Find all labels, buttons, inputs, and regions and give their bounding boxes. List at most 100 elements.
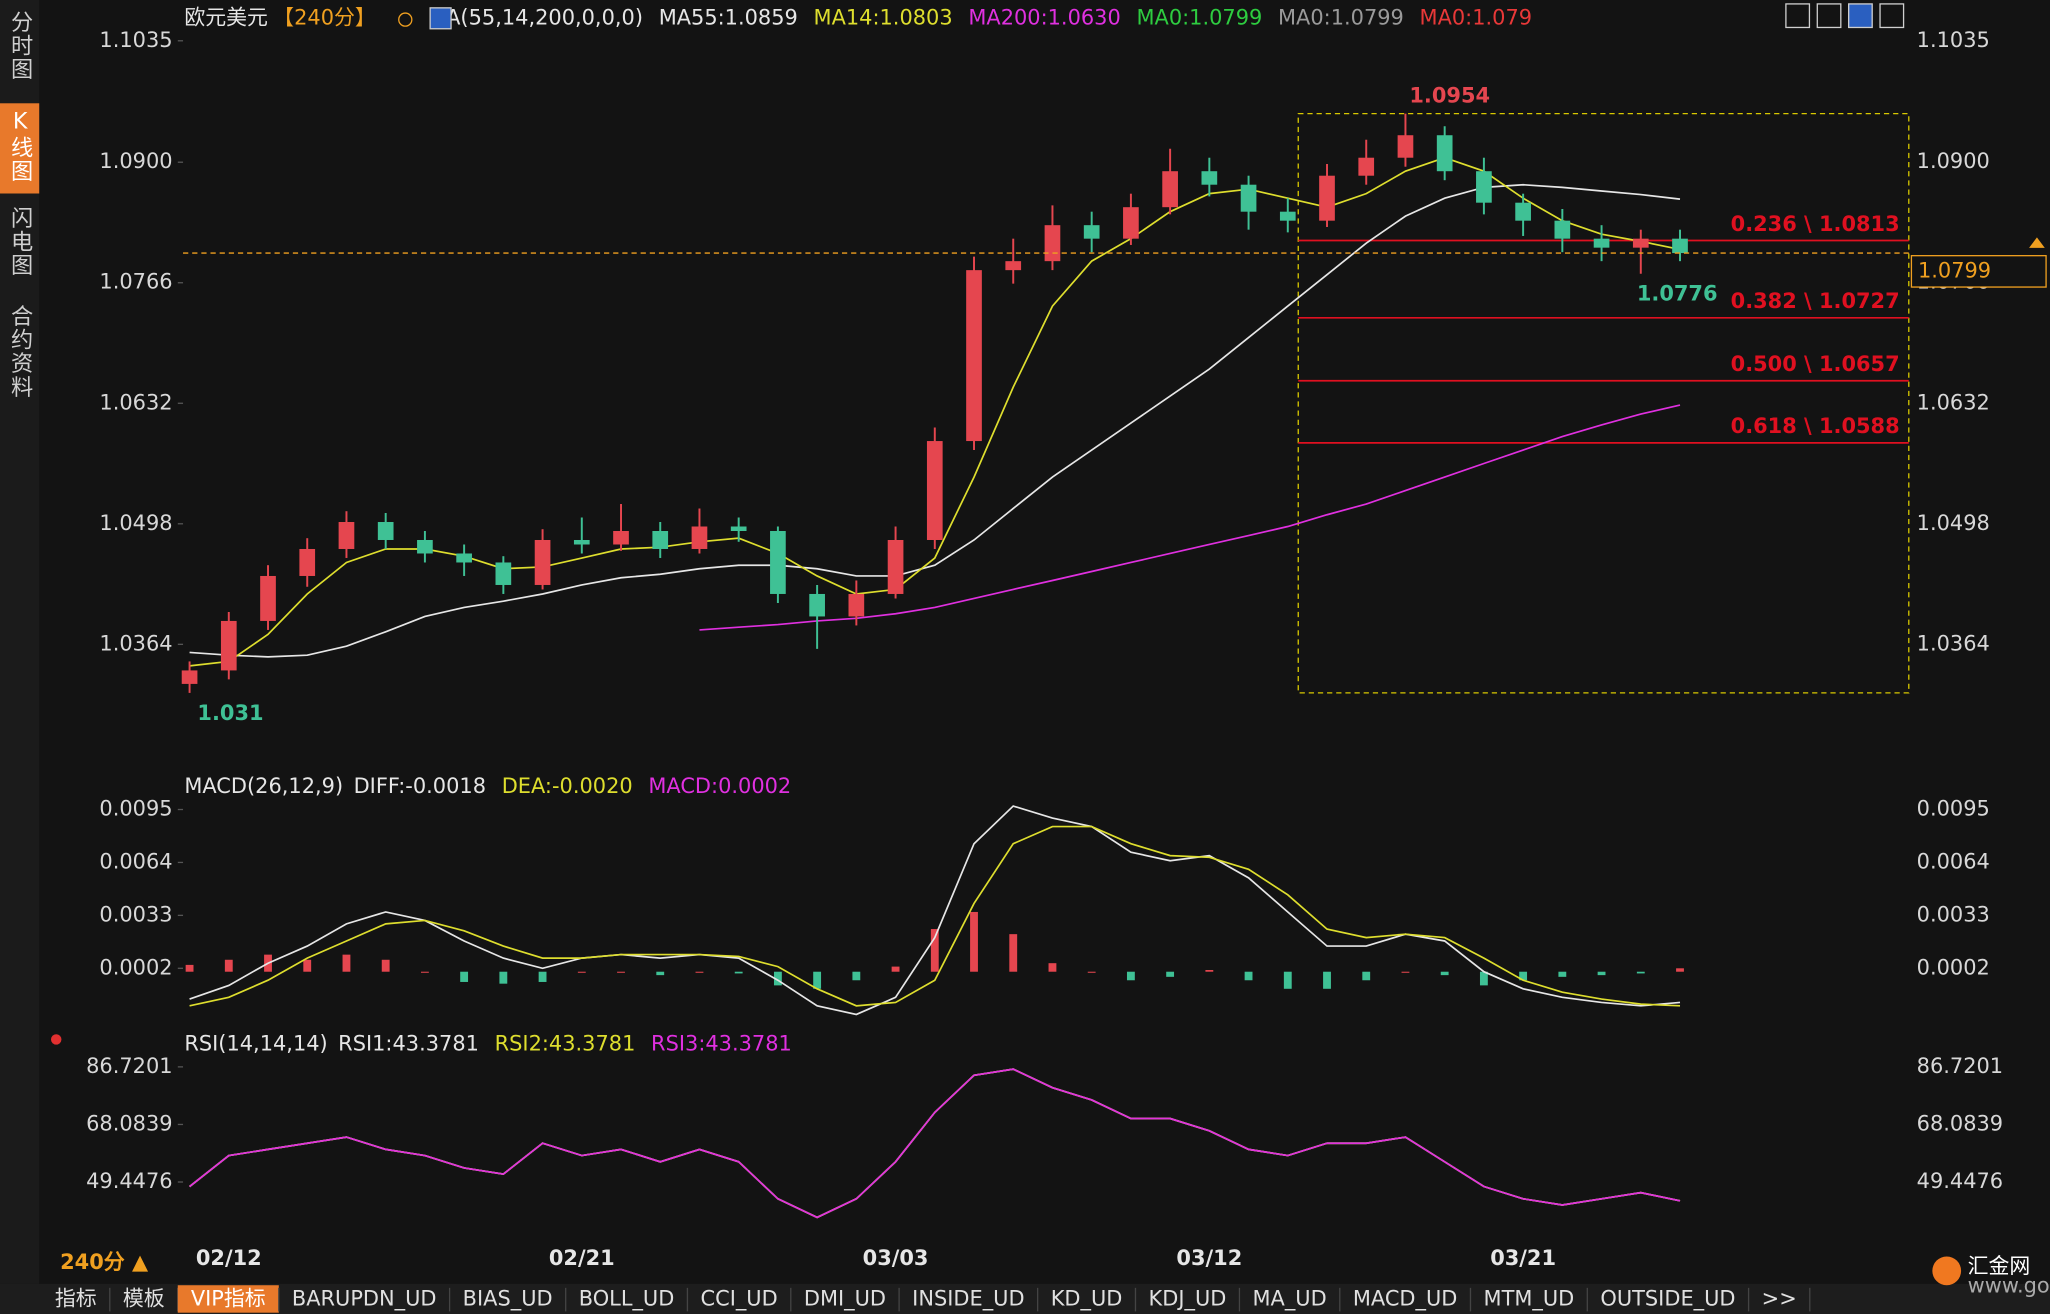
sidebar-tab[interactable]: 合约资料	[7, 304, 33, 399]
logo-url: www.gold678.com	[1968, 1274, 2050, 1298]
bottom-tab[interactable]: CCI_UD	[701, 1287, 778, 1311]
y-tick-label: 68.0839	[1917, 1111, 2003, 1135]
ma-line	[699, 404, 1681, 631]
sidebar-tab[interactable]: K线图	[7, 109, 33, 183]
candle-body	[220, 620, 237, 671]
bottom-tab[interactable]: BIAS_UD	[463, 1287, 553, 1311]
macd-bar	[1323, 971, 1331, 989]
macd-bar	[224, 959, 233, 972]
bottom-tab[interactable]: BARUPDN_UD	[292, 1287, 437, 1311]
y-tick-label: 1.1035	[1917, 28, 1990, 52]
candle-body	[417, 539, 433, 554]
toolbar-icons[interactable]	[1785, 3, 1905, 29]
bottom-tab[interactable]: KDJ_UD	[1149, 1287, 1227, 1311]
bottom-tab[interactable]: INSIDE_UD	[912, 1287, 1024, 1311]
icon[interactable]	[1816, 3, 1842, 29]
macd-bar	[617, 971, 625, 973]
macd-bar	[970, 911, 978, 972]
icon[interactable]	[1785, 3, 1811, 29]
fib-label: 0.618 \ 1.0588	[1731, 414, 1900, 438]
bottom-tab[interactable]: DMI_UD	[804, 1287, 886, 1311]
low-annotation: 1.0776	[1637, 282, 1718, 306]
legend-label: DEA:-0.0020	[502, 774, 633, 798]
macd-bar	[1597, 971, 1606, 976]
bottom-tab[interactable]: VIP指标	[191, 1287, 266, 1311]
candle-body	[1436, 135, 1453, 172]
price-box	[1910, 255, 2047, 288]
y-tick-label: 49.4476	[86, 1169, 172, 1193]
icon[interactable]	[1848, 3, 1873, 29]
candle-body	[456, 553, 472, 563]
candle-body	[730, 526, 747, 532]
candle-body	[1515, 202, 1531, 221]
low-annotation: 1.031	[197, 701, 263, 725]
legend-label: MA0:1.079	[1420, 5, 1533, 29]
ma-icon[interactable]	[429, 7, 452, 30]
high-annotation: 1.0954	[1409, 84, 1490, 108]
macd-bar	[1440, 971, 1449, 976]
macd-bar	[1401, 971, 1410, 973]
sidebar-tab[interactable]: 闪电图	[7, 206, 33, 277]
ma-line	[189, 156, 1681, 667]
add-icon[interactable]	[398, 12, 413, 27]
fib-box	[1297, 112, 1910, 694]
candle-body	[181, 670, 198, 684]
legend-label: MA0:1.0799	[1136, 5, 1262, 29]
macd-bar	[813, 971, 822, 989]
x-tick-label: 03/21	[1490, 1246, 1556, 1270]
macd-bar	[1479, 971, 1488, 986]
bottom-tab[interactable]: OUTSIDE_UD	[1600, 1287, 1735, 1311]
bottom-tab[interactable]: KD_UD	[1051, 1287, 1123, 1311]
legend-label: MA200:1.0630	[968, 5, 1120, 29]
candle-body	[1358, 157, 1375, 176]
legend-label: RSI1:43.3781	[338, 1032, 479, 1056]
candle-body	[299, 548, 316, 576]
bottom-tab[interactable]: BOLL_UD	[579, 1287, 675, 1311]
y-tick-label: 1.0632	[1917, 390, 1990, 414]
candle-body	[966, 270, 982, 442]
candle-body	[1554, 220, 1571, 239]
icon[interactable]	[1879, 3, 1905, 29]
macd-bar	[1244, 971, 1253, 981]
bottom-tab[interactable]: MTM_UD	[1484, 1287, 1575, 1311]
x-tick-label: 02/12	[196, 1246, 262, 1270]
x-tick-label: 03/03	[863, 1246, 929, 1270]
fib-label: 0.236 \ 1.0813	[1731, 212, 1900, 236]
bottom-tab[interactable]: 指标	[55, 1287, 97, 1311]
period-selector[interactable]: 240分 ▲	[60, 1250, 149, 1274]
legend-label: MA14:1.0803	[814, 5, 953, 29]
price-arrow	[2029, 237, 2045, 248]
sidebar-tab-active	[0, 103, 40, 194]
x-tick-label: 03/12	[1176, 1246, 1242, 1270]
y-tick-label: 68.0839	[86, 1111, 172, 1135]
candle-body	[260, 575, 276, 621]
bottom-tab[interactable]: MA_UD	[1253, 1287, 1327, 1311]
bottom-tab[interactable]: 模板	[123, 1287, 165, 1311]
macd-bar	[891, 966, 900, 972]
macd-bar	[656, 971, 665, 976]
candle-body	[926, 441, 943, 540]
bottom-tab[interactable]: MACD_UD	[1353, 1287, 1458, 1311]
y-tick-label: 0.0095	[1917, 797, 1990, 821]
settings-dot[interactable]	[50, 1034, 62, 1045]
macd-bar	[342, 954, 351, 972]
logo-icon	[1932, 1256, 1962, 1286]
macd-bar	[538, 971, 547, 982]
legend-label: 欧元美元	[184, 5, 268, 29]
macd-bar	[1636, 971, 1645, 974]
logo-name: 汇金网	[1968, 1254, 2031, 1278]
candle-body	[338, 522, 355, 549]
macd-bar	[852, 971, 861, 981]
macd-bar	[695, 971, 704, 973]
candle-body	[1279, 211, 1296, 221]
bottom-tab[interactable]: >>	[1762, 1287, 1797, 1311]
candle-body	[770, 531, 786, 594]
macd-bar	[303, 959, 312, 972]
bottom-bar	[0, 1283, 2050, 1314]
candle-body	[1044, 225, 1061, 262]
x-tick-label: 02/21	[549, 1246, 615, 1270]
macd-bar	[499, 971, 508, 984]
candle-body	[1632, 238, 1649, 248]
y-tick-label: 0.0064	[1917, 849, 1990, 873]
sidebar-tab[interactable]: 分时图	[7, 10, 33, 81]
